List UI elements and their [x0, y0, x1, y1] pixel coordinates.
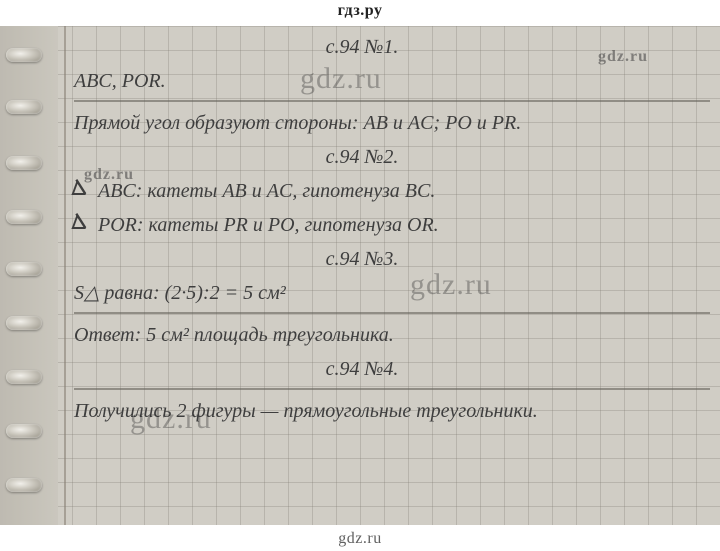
handwritten-line: S△ равна: (2·5):2 = 5 см² — [74, 276, 710, 310]
line-text: с.94 №3. — [326, 248, 399, 270]
binder-ring — [6, 156, 42, 170]
binder-ring — [6, 424, 42, 438]
binder-ring — [6, 478, 42, 492]
section-heading: с.94 №3. — [74, 242, 710, 276]
ring-binding-column — [0, 26, 58, 525]
separator-line — [74, 100, 710, 102]
site-header-text: гдз.ру — [338, 2, 383, 19]
line-text: ABC: катеты AB и AC, гипотенуза BC. — [98, 180, 435, 202]
line-text: с.94 №2. — [326, 146, 399, 168]
section-heading: с.94 №4. — [74, 352, 710, 386]
notebook-paper: с.94 №1. ABC, POR. Прямой угол образуют ст… — [0, 26, 720, 525]
binder-ring — [6, 370, 42, 384]
triangle-icon — [71, 181, 90, 195]
page-root: гдз.ру с.94 №1. ABC, POR. Прямой угол обра… — [0, 0, 720, 551]
handwritten-line: Прямой угол образуют стороны: AB и AC; P… — [74, 106, 710, 140]
section-heading: с.94 №1. — [74, 30, 710, 64]
line-text: POR: катеты PR и PO, гипотенуза OR. — [98, 214, 439, 236]
binder-ring — [6, 210, 42, 224]
triangle-icon — [71, 215, 90, 229]
separator-line — [74, 388, 710, 390]
binder-ring — [6, 100, 42, 114]
line-text: с.94 №4. — [326, 358, 399, 380]
site-header: гдз.ру — [0, 0, 720, 26]
binder-ring — [6, 48, 42, 62]
handwritten-line: POR: катеты PR и PO, гипотенуза OR. — [74, 208, 710, 242]
line-text: Ответ: 5 см² площадь треугольника. — [74, 324, 394, 346]
line-text: Прямой угол образуют стороны: AB и AC; P… — [74, 112, 521, 134]
binder-ring — [6, 316, 42, 330]
section-heading: с.94 №2. — [74, 140, 710, 174]
handwritten-content: с.94 №1. ABC, POR. Прямой угол образуют ст… — [74, 30, 710, 521]
handwritten-line: Ответ: 5 см² площадь треугольника. — [74, 318, 710, 352]
site-footer-text: gdz.ru — [338, 530, 381, 547]
handwritten-line: ABC, POR. — [74, 64, 710, 98]
binder-ring — [6, 262, 42, 276]
line-text: Получились 2 фигуры — прямоугольные треу… — [74, 400, 538, 422]
margin-line — [64, 26, 66, 525]
site-footer: gdz.ru — [0, 525, 720, 551]
handwritten-line: Получились 2 фигуры — прямоугольные треу… — [74, 394, 710, 428]
line-text: с.94 №1. — [326, 36, 399, 58]
separator-line — [74, 312, 710, 314]
line-text: S△ равна: (2·5):2 = 5 см² — [74, 282, 286, 304]
line-text: ABC, POR. — [74, 70, 166, 92]
handwritten-line: ABC: катеты AB и AC, гипотенуза BC. — [74, 174, 710, 208]
